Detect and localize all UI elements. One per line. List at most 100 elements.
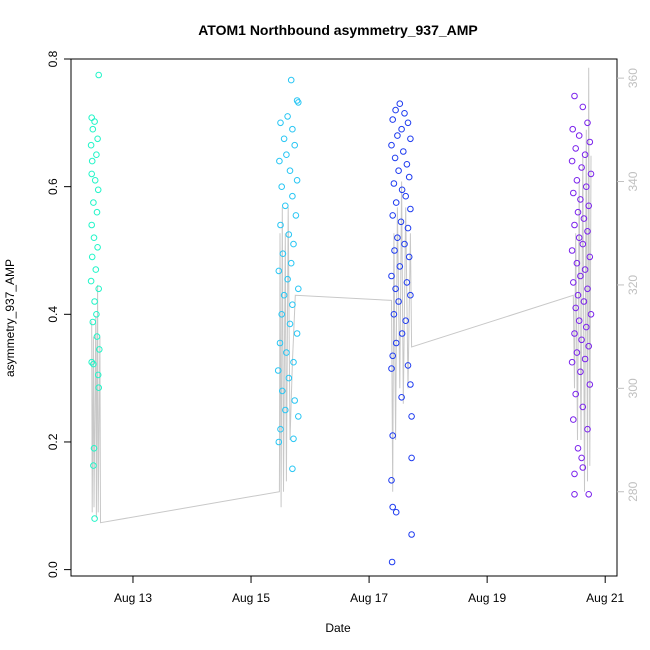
data-point	[568, 358, 576, 366]
y-tick-label: 0.0	[46, 561, 60, 578]
data-point	[587, 311, 595, 318]
y-right-tick-label: 340	[626, 171, 640, 191]
data-point	[291, 397, 299, 404]
data-point	[285, 231, 293, 238]
data-point	[389, 352, 397, 360]
data-point	[577, 196, 584, 203]
data-point	[93, 311, 100, 318]
data-point	[577, 368, 584, 376]
data-point	[571, 491, 578, 498]
data-point	[575, 234, 583, 241]
series-4	[568, 92, 595, 498]
data-point	[394, 132, 401, 139]
data-point	[570, 189, 577, 197]
data-point	[89, 318, 97, 326]
data-point	[571, 330, 578, 337]
data-point	[388, 272, 395, 280]
data-point	[91, 515, 98, 522]
data-point	[398, 394, 405, 401]
data-point	[291, 141, 299, 149]
data-point	[398, 186, 406, 194]
data-point	[279, 387, 286, 395]
data-point	[277, 425, 284, 433]
y-right-tick-label: 300	[626, 378, 640, 398]
data-point	[568, 157, 576, 165]
x-tick-label: Aug 19	[468, 591, 506, 605]
x-axis: Aug 13 Aug 15 Aug 17 Aug 19 Aug 21	[114, 576, 625, 605]
data-point	[94, 135, 101, 143]
data-point	[397, 218, 405, 226]
data-point	[90, 445, 98, 452]
data-point	[570, 279, 577, 286]
series-2	[274, 76, 302, 473]
data-point	[579, 464, 587, 471]
data-point	[407, 381, 414, 388]
y-tick-label: 0.2	[46, 433, 60, 450]
data-point	[388, 558, 396, 566]
y-axis-label: asymmetry_937_AMP	[3, 259, 17, 377]
data-point	[575, 317, 583, 325]
data-point	[405, 253, 413, 261]
data-point	[587, 170, 595, 178]
data-point	[90, 234, 98, 241]
data-point	[295, 285, 302, 293]
data-point	[285, 374, 293, 382]
data-point	[404, 119, 412, 127]
data-point	[87, 141, 95, 149]
data-point	[395, 167, 402, 174]
data-point	[394, 234, 401, 241]
data-point	[90, 199, 97, 206]
data-point	[404, 224, 412, 232]
data-point	[583, 323, 590, 331]
data-point	[389, 212, 397, 219]
y-right-tick-label: 320	[626, 275, 640, 295]
data-point	[290, 240, 297, 248]
x-axis-label: Date	[325, 621, 351, 635]
data-point	[572, 390, 580, 398]
data-point	[287, 259, 295, 267]
scatter-points-layer	[87, 71, 595, 566]
data-point	[274, 367, 282, 374]
data-point	[407, 205, 414, 213]
data-point	[388, 365, 395, 372]
data-point	[571, 92, 578, 100]
data-point	[577, 272, 584, 280]
data-point	[572, 145, 580, 152]
data-point	[289, 465, 296, 473]
data-point	[573, 177, 581, 184]
data-point	[581, 151, 589, 158]
data-point	[282, 202, 289, 210]
data-point	[295, 413, 302, 420]
data-point	[585, 491, 593, 498]
data-point	[276, 157, 283, 165]
data-point	[287, 76, 295, 84]
data-point	[388, 141, 395, 149]
data-point	[578, 454, 585, 462]
data-point	[574, 445, 582, 452]
data-point	[389, 116, 397, 123]
y-tick-label: 0.4	[46, 306, 60, 323]
data-point	[88, 253, 96, 261]
data-point	[396, 100, 404, 107]
data-point	[586, 381, 594, 388]
data-point	[579, 103, 587, 111]
y-tick-label: 0.8	[46, 50, 60, 67]
data-point	[578, 336, 585, 344]
data-point	[283, 151, 290, 158]
data-point	[289, 125, 296, 133]
data-point	[569, 125, 577, 133]
data-point	[579, 403, 587, 411]
data-point	[94, 244, 101, 251]
data-point	[88, 170, 95, 178]
data-point	[91, 298, 98, 305]
data-point	[286, 320, 294, 328]
data-point	[396, 263, 404, 270]
data-point	[580, 215, 588, 222]
data-point	[573, 349, 581, 356]
x-tick-label: Aug 21	[586, 591, 624, 605]
data-point	[279, 250, 287, 257]
data-point	[89, 125, 97, 133]
data-point	[586, 253, 594, 261]
series-3	[388, 100, 415, 566]
